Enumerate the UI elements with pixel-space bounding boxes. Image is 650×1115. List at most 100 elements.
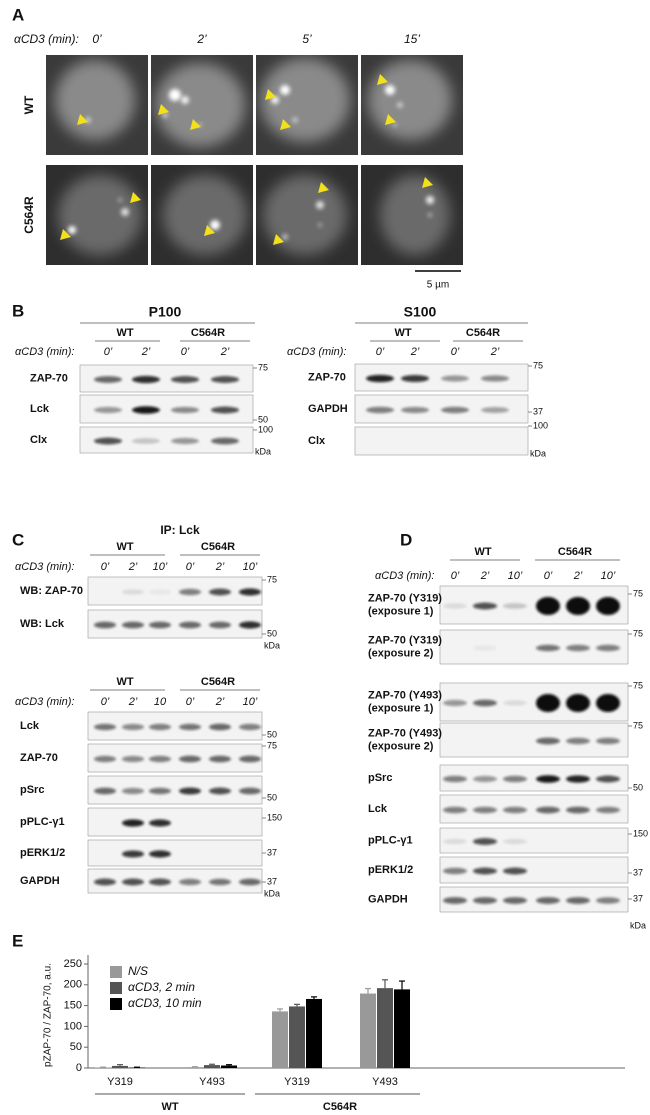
group-label: WT <box>116 676 133 688</box>
error-bar <box>311 996 317 999</box>
y-tick-label: 200 <box>64 979 82 991</box>
unit-label: kDa <box>264 640 280 650</box>
vesicle <box>210 220 220 230</box>
vesicle <box>282 234 288 240</box>
marker-label: 50 <box>267 628 277 638</box>
bar <box>289 1006 305 1068</box>
error-bar <box>209 1063 215 1066</box>
band <box>596 644 620 652</box>
band <box>566 737 590 745</box>
band <box>443 699 467 707</box>
row-label: pSrc <box>368 772 392 784</box>
band <box>211 437 239 445</box>
band <box>366 374 394 383</box>
band <box>122 621 144 629</box>
band <box>179 878 201 886</box>
time-label: 0’ <box>451 346 460 358</box>
band <box>441 406 469 414</box>
band <box>536 775 560 783</box>
marker-label: 37 <box>633 867 643 877</box>
marker-label: 50 <box>267 729 277 739</box>
band <box>401 374 429 383</box>
band <box>171 376 199 383</box>
group-label: C564R <box>191 327 225 339</box>
band <box>401 406 429 414</box>
band <box>149 850 171 858</box>
band <box>443 838 467 845</box>
band <box>473 699 497 707</box>
row-label: ZAP-70 (Y319) <box>368 592 442 604</box>
time-label: 0’ <box>101 561 110 573</box>
vesicle <box>426 196 434 204</box>
time-label: 5’ <box>302 32 312 46</box>
time-label: 2’ <box>215 561 225 573</box>
row-label: ZAP-70 (Y493) <box>368 689 442 701</box>
error-bar <box>277 1008 283 1012</box>
band <box>481 375 509 382</box>
fraction-title: P100 <box>149 304 182 320</box>
unit-label: kDa <box>630 920 646 930</box>
marker-label: 75 <box>267 574 277 584</box>
micrograph <box>256 55 358 155</box>
band <box>503 603 527 609</box>
time-label: 2’ <box>128 561 138 573</box>
legend-label: N/S <box>128 964 148 978</box>
band <box>94 621 116 629</box>
row-label: ZAP-70 <box>30 372 68 384</box>
band <box>566 694 590 712</box>
band <box>132 438 160 444</box>
marker-label: 75 <box>633 588 643 598</box>
micrograph <box>151 55 253 155</box>
band <box>443 603 467 609</box>
time-label: 0’ <box>376 346 385 358</box>
row-label: pERK1/2 <box>368 864 413 876</box>
vesicle <box>318 223 322 227</box>
row-label: (exposure 2) <box>368 647 434 659</box>
row-label: pPLC-γ1 <box>20 816 65 828</box>
band <box>473 775 497 783</box>
vesicle <box>397 102 403 108</box>
band <box>566 597 590 615</box>
group-label: C564R <box>201 541 235 553</box>
stim-label: αCD3 (min): <box>15 561 74 573</box>
band <box>503 775 527 783</box>
band <box>473 838 497 845</box>
marker-label: 75 <box>633 720 643 730</box>
arrowhead <box>318 182 329 193</box>
bar <box>306 998 322 1068</box>
time-label: 0’ <box>181 346 190 358</box>
time-label: 10’ <box>153 561 168 573</box>
band <box>366 406 394 414</box>
cell-body <box>58 175 142 255</box>
band <box>596 597 620 615</box>
arrowhead <box>158 104 169 115</box>
micrograph <box>46 165 148 265</box>
bar <box>221 1065 237 1068</box>
time-label: 10’ <box>601 570 616 582</box>
band <box>566 775 590 783</box>
marker-label: 75 <box>258 362 268 372</box>
band <box>149 723 171 731</box>
band <box>149 878 171 886</box>
band <box>443 867 467 875</box>
row-label: Clx <box>308 435 326 447</box>
time-label: 10’ <box>243 561 258 573</box>
cell-body <box>163 175 247 255</box>
band <box>149 621 171 629</box>
blot-strip <box>439 585 629 625</box>
cell-body <box>380 175 450 255</box>
band <box>239 621 261 629</box>
y-tick-label: 50 <box>70 1041 82 1053</box>
group-label: WT <box>116 541 133 553</box>
panel-label: A <box>12 5 24 24</box>
row-label: Lck <box>368 803 388 815</box>
vesicle <box>121 208 129 216</box>
time-label: 2’ <box>490 346 500 358</box>
row-label: ZAP-70 <box>20 752 58 764</box>
arrowhead <box>190 119 201 130</box>
marker-label: 50 <box>267 792 277 802</box>
band <box>503 806 527 814</box>
stim-label: αCD3 (min): <box>375 570 434 582</box>
marker-label: 100 <box>533 420 548 430</box>
marker-label: 100 <box>258 424 273 434</box>
